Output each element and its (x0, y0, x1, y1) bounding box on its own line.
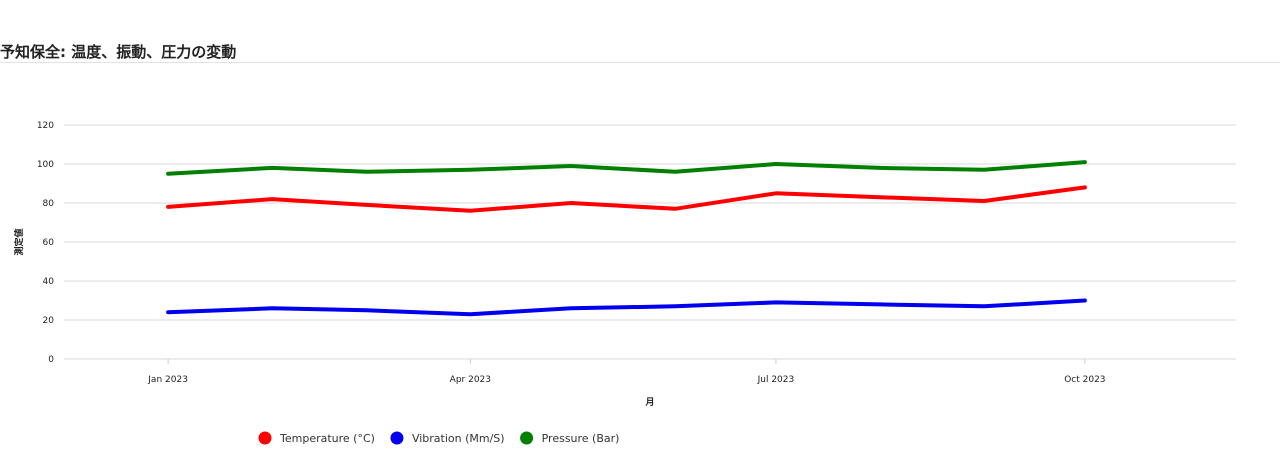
chart-header: 予知保全: 温度、振動、圧力の変動 (0, 0, 1280, 63)
legend-marker (520, 431, 534, 445)
x-axis-title: 月 (644, 397, 654, 408)
series-line-0 (166, 185, 1087, 213)
x-tick-label: Oct 2023 (1064, 375, 1105, 385)
legend-item-1[interactable]: Vibration (Mm/S) (390, 431, 505, 446)
legend-label: Temperature (°C) (279, 432, 375, 445)
y-tick-label: 40 (43, 277, 55, 287)
y-tick-label: 0 (48, 355, 54, 365)
series-line-2 (166, 160, 1087, 176)
legend-label: Pressure (Bar) (542, 432, 620, 445)
x-axis-ticks: Jan 2023 Apr 2023 Jul 2023 Oct 2023 (147, 359, 1106, 385)
series-lines (166, 160, 1087, 317)
y-tick-label: 20 (43, 316, 55, 326)
grid-lines (64, 124, 1236, 360)
chart-title: 予知保全: 温度、振動、圧力の変動 (0, 43, 237, 61)
series-line-1 (166, 298, 1087, 317)
line-chart: 0 20 40 60 80 100 120 Jan 2023 Apr 2023 Jul 2023… (13, 121, 1236, 446)
legend-item-0[interactable]: Temperature (°C) (258, 431, 375, 446)
x-tick-label: Jan 2023 (147, 375, 188, 385)
x-tick-label: Jul 2023 (757, 375, 795, 385)
legend: Temperature (°C) Vibration (Mm/S) Pressure… (258, 431, 620, 446)
x-tick-label: Apr 2023 (450, 375, 491, 385)
legend-label: Vibration (Mm/S) (412, 432, 505, 445)
y-axis-title: 測定値 (13, 228, 25, 255)
legend-marker (390, 431, 404, 445)
y-tick-label: 60 (43, 238, 55, 248)
legend-marker (258, 431, 272, 445)
y-tick-label: 100 (37, 160, 54, 170)
legend-item-2[interactable]: Pressure (Bar) (520, 431, 620, 446)
y-tick-label: 80 (43, 199, 55, 209)
y-tick-label: 120 (37, 121, 54, 131)
y-axis-ticks: 0 20 40 60 80 100 120 (37, 121, 54, 365)
